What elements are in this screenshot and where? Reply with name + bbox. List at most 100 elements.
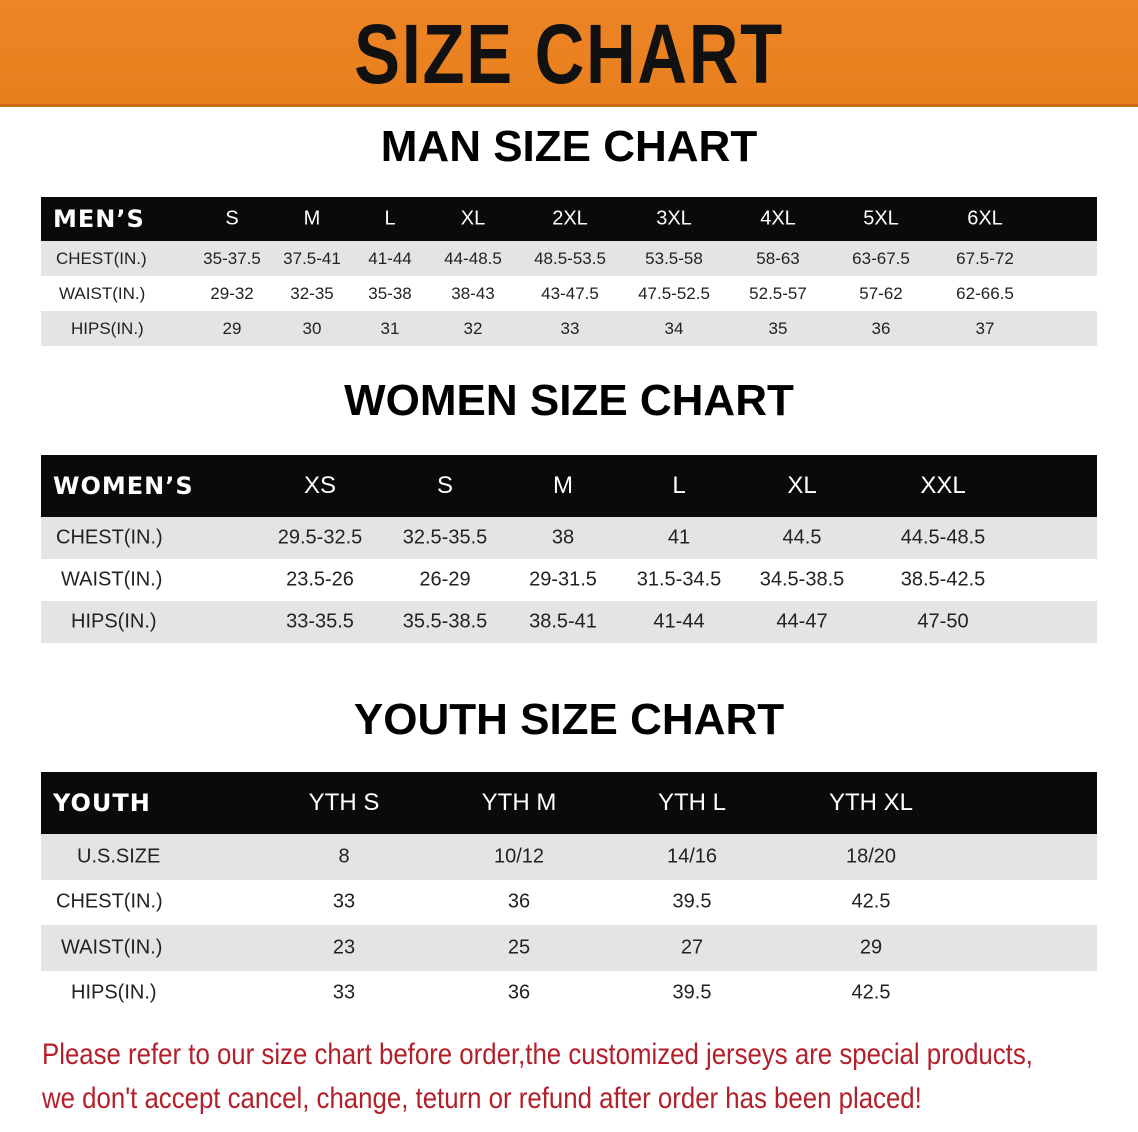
table-cell: 18/20 <box>845 845 897 868</box>
table-cell: 58-63 <box>756 248 800 268</box>
header-label: YOUTH <box>53 789 151 817</box>
women-size-table: WOMEN’S XS S M L XL XXL CHEST(IN.) 29.5-32.5 32.5… <box>41 455 1097 643</box>
table-cell: 41-44 <box>653 610 705 633</box>
table-cell: 48.5-53.5 <box>534 248 606 268</box>
size-header: 5XL <box>863 207 899 230</box>
table-cell: 33-35.5 <box>286 610 354 633</box>
table-row: U.S.SIZE 8 10/12 14/16 18/20 <box>41 834 1097 880</box>
table-cell: 14/16 <box>666 845 718 868</box>
row-label: CHEST(IN.) <box>56 248 147 268</box>
table-cell: 38.5-42.5 <box>900 568 986 591</box>
table-cell: 33 <box>332 890 356 913</box>
men-table-header: MEN’S S M L XL 2XL 3XL 4XL 5XL 6XL <box>41 197 1097 241</box>
table-cell: 39.5 <box>672 890 712 913</box>
youth-size-table: YOUTH YTH S YTH M YTH L YTH XL U.S.SIZE 8 10/12… <box>41 772 1097 1016</box>
table-cell: 23 <box>332 936 356 959</box>
table-cell: 10/12 <box>493 845 545 868</box>
table-row: HIPS(IN.) 33 36 39.5 42.5 <box>41 970 1097 1016</box>
row-label: WAIST(IN.) <box>59 283 146 303</box>
table-cell: 34.5-38.5 <box>759 568 845 591</box>
table-cell: 30 <box>302 318 322 338</box>
size-header: XXL <box>920 472 966 499</box>
table-cell: 33 <box>332 981 356 1004</box>
table-cell: 35.5-38.5 <box>402 610 488 633</box>
table-cell: 44-48.5 <box>444 248 502 268</box>
table-cell: 44.5-48.5 <box>900 526 986 549</box>
size-header: S <box>436 472 454 499</box>
table-cell: 32-35 <box>290 283 334 303</box>
table-cell: 42.5 <box>851 981 891 1004</box>
men-size-table: MEN’S S M L XL 2XL 3XL 4XL 5XL 6XL CHEST(IN.) 35-37… <box>41 197 1097 346</box>
table-row: WAIST(IN.) 23.5-26 26-29 29-31.5 31.5-34.5 34… <box>41 559 1097 601</box>
table-cell: 29-31.5 <box>529 568 597 591</box>
row-label: CHEST(IN.) <box>56 890 163 913</box>
table-cell: 8 <box>338 845 350 868</box>
table-cell: 43-47.5 <box>541 283 599 303</box>
table-cell: 34 <box>664 318 684 338</box>
table-row: WAIST(IN.) 29-32 32-35 35-38 38-43 43-47.5 47.… <box>41 276 1097 311</box>
size-header: 6XL <box>967 207 1003 230</box>
table-cell: 29 <box>859 936 883 959</box>
table-cell: 44.5 <box>782 526 822 549</box>
youth-section-title: YOUTH SIZE CHART <box>353 695 785 744</box>
table-cell: 62-66.5 <box>956 283 1014 303</box>
banner: SIZE CHART <box>0 0 1138 107</box>
table-cell: 37 <box>975 318 995 338</box>
row-label: WAIST(IN.) <box>61 568 163 591</box>
row-label: CHEST(IN.) <box>56 526 163 549</box>
table-cell: 31 <box>380 318 400 338</box>
women-section-title: WOMEN SIZE CHART <box>344 376 794 425</box>
size-header: XL <box>787 472 817 499</box>
size-header: M <box>553 472 573 499</box>
size-header: 4XL <box>760 207 796 230</box>
table-row: CHEST(IN.) 35-37.5 37.5-41 41-44 44-48.5 48.5… <box>41 241 1097 276</box>
table-cell: 32 <box>463 318 483 338</box>
size-header: YTH S <box>308 789 380 816</box>
men-section-title: MAN SIZE CHART <box>380 122 758 171</box>
table-cell: 41 <box>667 526 691 549</box>
size-header: L <box>384 207 396 230</box>
table-row: HIPS(IN.) 29 30 31 32 33 34 35 36 37 <box>41 311 1097 346</box>
row-label: HIPS(IN.) <box>71 610 157 633</box>
size-header: L <box>672 472 686 499</box>
header-label: MEN’S <box>53 205 145 233</box>
table-cell: 39.5 <box>672 981 712 1004</box>
table-row: HIPS(IN.) 33-35.5 35.5-38.5 38.5-41 41-44 44-… <box>41 601 1097 643</box>
table-cell: 33 <box>560 318 580 338</box>
row-label: HIPS(IN.) <box>71 318 144 338</box>
table-cell: 41-44 <box>368 248 412 268</box>
table-cell: 35-37.5 <box>203 248 261 268</box>
table-cell: 36 <box>871 318 891 338</box>
size-header: XL <box>460 207 486 230</box>
table-cell: 35 <box>768 318 788 338</box>
notice-line-1: Please refer to our size chart before or… <box>42 1038 1033 1071</box>
table-cell: 42.5 <box>851 890 891 913</box>
table-cell: 32.5-35.5 <box>402 526 488 549</box>
table-cell: 52.5-57 <box>749 283 807 303</box>
table-cell: 26-29 <box>419 568 471 591</box>
table-cell: 44-47 <box>776 610 828 633</box>
table-row: CHEST(IN.) 33 36 39.5 42.5 <box>41 879 1097 925</box>
table-row: WAIST(IN.) 23 25 27 29 <box>41 925 1097 971</box>
size-header: XS <box>303 472 337 499</box>
table-cell: 29.5-32.5 <box>277 526 363 549</box>
table-cell: 53.5-58 <box>645 248 703 268</box>
size-header: 3XL <box>656 207 692 230</box>
table-cell: 31.5-34.5 <box>636 568 722 591</box>
table-cell: 38.5-41 <box>529 610 597 633</box>
women-table-header: WOMEN’S XS S M L XL XXL <box>41 455 1097 517</box>
table-cell: 29-32 <box>210 283 254 303</box>
table-cell: 29 <box>222 318 242 338</box>
youth-table-header: YOUTH YTH S YTH M YTH L YTH XL <box>41 772 1097 834</box>
header-label: WOMEN’S <box>53 472 194 500</box>
table-cell: 47-50 <box>917 610 969 633</box>
size-header: 2XL <box>552 207 588 230</box>
notice-line-2: we don't accept cancel, change, teturn o… <box>42 1082 922 1115</box>
table-cell: 57-62 <box>859 283 903 303</box>
table-cell: 35-38 <box>368 283 412 303</box>
size-header: YTH XL <box>828 789 914 816</box>
row-label: U.S.SIZE <box>77 845 161 868</box>
row-label: HIPS(IN.) <box>71 981 157 1004</box>
table-cell: 63-67.5 <box>852 248 910 268</box>
